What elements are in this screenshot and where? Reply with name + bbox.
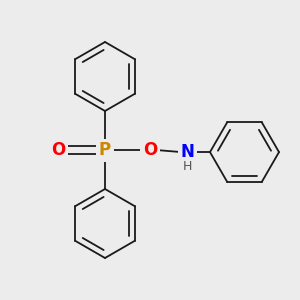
Text: O: O — [51, 141, 66, 159]
Text: P: P — [99, 141, 111, 159]
Text: N: N — [181, 143, 194, 161]
Text: O: O — [143, 141, 157, 159]
Text: H: H — [183, 160, 192, 173]
